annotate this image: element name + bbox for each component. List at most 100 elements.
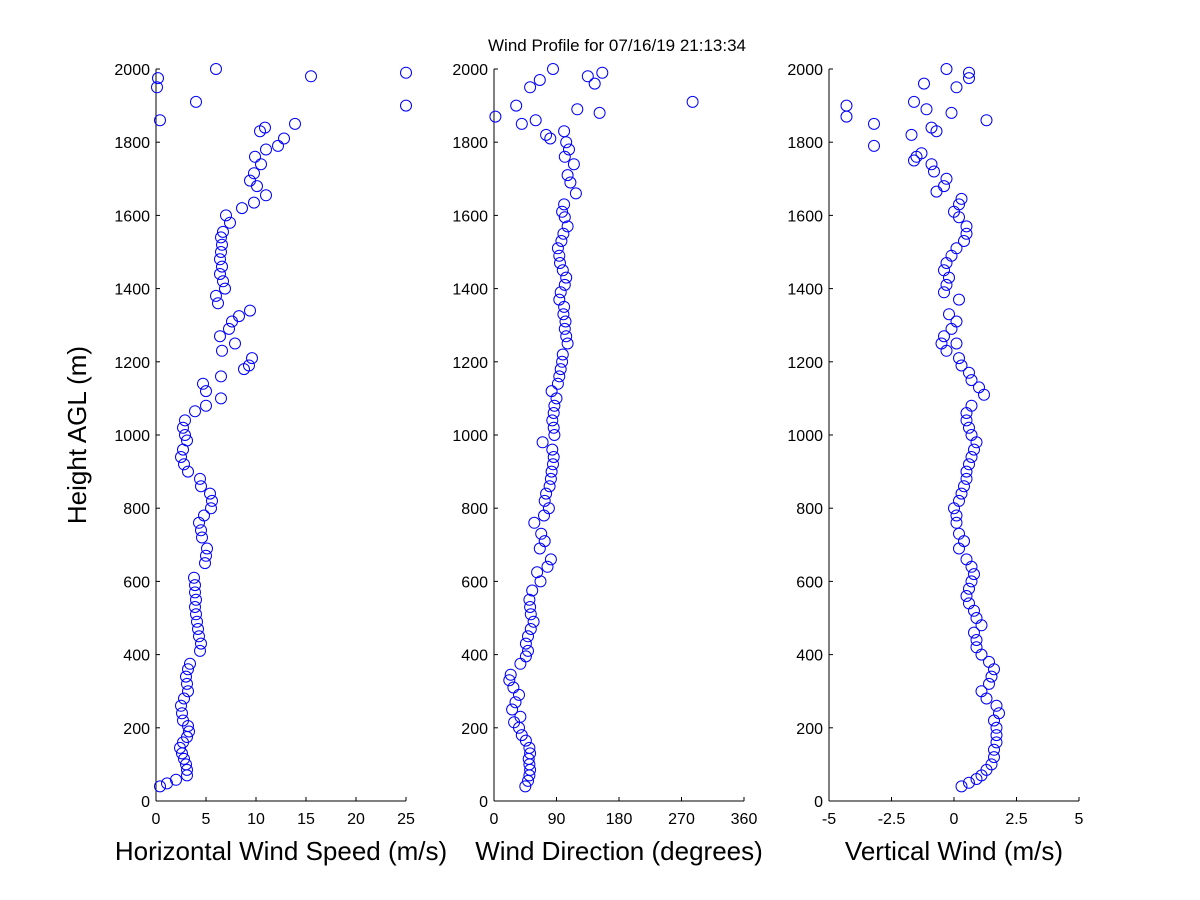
data-point: [963, 72, 975, 85]
data-point: [925, 121, 938, 134]
data-point: [249, 150, 261, 163]
data-point: [970, 612, 983, 624]
data-point: [567, 158, 580, 171]
data-point: [938, 180, 950, 193]
data-point: [540, 128, 553, 141]
data-point: [553, 293, 566, 306]
data-point: [179, 429, 191, 441]
data-point: [557, 308, 570, 321]
y-tick-label: 1800: [114, 135, 150, 152]
data-point: [968, 626, 980, 639]
data-point: [182, 685, 194, 698]
y-tick-label: 800: [123, 501, 150, 518]
y-tick-label: 1200: [787, 355, 823, 372]
data-point: [400, 66, 412, 79]
data-point: [958, 480, 970, 493]
data-point: [557, 227, 570, 240]
data-point: [531, 566, 544, 579]
data-point: [248, 196, 260, 209]
x-tick-label: 90: [548, 811, 566, 828]
x-tick-label: 5: [202, 811, 211, 828]
data-point: [177, 714, 189, 727]
y-tick-label: 1200: [452, 355, 488, 372]
data-point: [950, 81, 963, 94]
data-point: [547, 421, 560, 434]
data-point: [190, 608, 202, 621]
y-tick-label: 1200: [114, 355, 150, 372]
data-point: [548, 399, 561, 412]
data-point: [918, 77, 930, 90]
data-point: [216, 238, 228, 251]
data-point: [248, 167, 260, 180]
data-point: [938, 264, 950, 277]
data-point: [983, 655, 995, 668]
data-point: [535, 527, 548, 540]
data-point: [540, 487, 553, 500]
x-axis-title: Horizontal Wind Speed (m/s): [115, 836, 447, 866]
data-point: [990, 721, 1003, 734]
y-tick-label: 1800: [452, 135, 488, 152]
data-point: [938, 330, 950, 343]
data-point: [593, 106, 606, 119]
data-point: [533, 74, 546, 86]
data-point: [515, 729, 528, 742]
x-tick-label: 25: [397, 811, 415, 828]
data-point: [524, 608, 537, 621]
data-point: [272, 139, 284, 152]
data-point: [970, 634, 983, 646]
y-tick-label: 0: [814, 794, 823, 811]
data-point: [960, 227, 973, 240]
data-point: [868, 117, 880, 130]
data-point: [988, 743, 1000, 756]
data-point: [950, 509, 963, 522]
data-point: [965, 399, 978, 412]
data-point: [548, 429, 561, 441]
x-axis-title: Vertical Wind (m/s): [845, 836, 1063, 866]
data-point: [953, 494, 965, 507]
data-point: [243, 359, 255, 372]
data-point: [215, 231, 227, 244]
data-point: [205, 502, 217, 515]
data-point: [990, 699, 1003, 712]
data-point: [990, 736, 1003, 749]
data-point: [558, 198, 571, 211]
data-point: [244, 304, 256, 317]
data-point: [561, 337, 574, 350]
data-point: [181, 763, 193, 776]
data-point: [229, 337, 241, 350]
data-point: [953, 198, 965, 211]
data-point: [174, 741, 186, 754]
data-point: [519, 650, 532, 663]
data-point: [950, 242, 963, 255]
data-point: [210, 289, 222, 302]
data-point: [960, 220, 973, 233]
data-point: [542, 502, 555, 515]
data-point: [561, 220, 574, 233]
data-point: [945, 106, 958, 119]
data-point: [214, 330, 226, 343]
data-point: [950, 337, 963, 350]
data-point: [541, 560, 554, 573]
data-point: [968, 568, 980, 581]
data-point: [400, 99, 412, 112]
x-axis-title: Wind Direction (degrees): [475, 836, 763, 866]
data-point: [199, 557, 211, 570]
x-tick-label: 15: [297, 811, 315, 828]
data-point: [559, 315, 572, 328]
data-point: [510, 99, 523, 112]
data-point: [955, 487, 968, 500]
x-tick-label: 270: [668, 811, 695, 828]
data-point: [953, 352, 965, 365]
data-point: [556, 355, 569, 368]
data-point: [204, 487, 216, 500]
x-tick-label: 180: [606, 811, 633, 828]
data-point: [558, 125, 571, 138]
data-point: [216, 260, 228, 273]
data-point: [569, 187, 582, 200]
data-point: [524, 81, 537, 94]
y-tick-label: 1400: [452, 282, 488, 299]
data-point: [536, 436, 549, 449]
data-point: [178, 692, 190, 705]
y-axis-title: Height AGL (m): [62, 346, 92, 524]
